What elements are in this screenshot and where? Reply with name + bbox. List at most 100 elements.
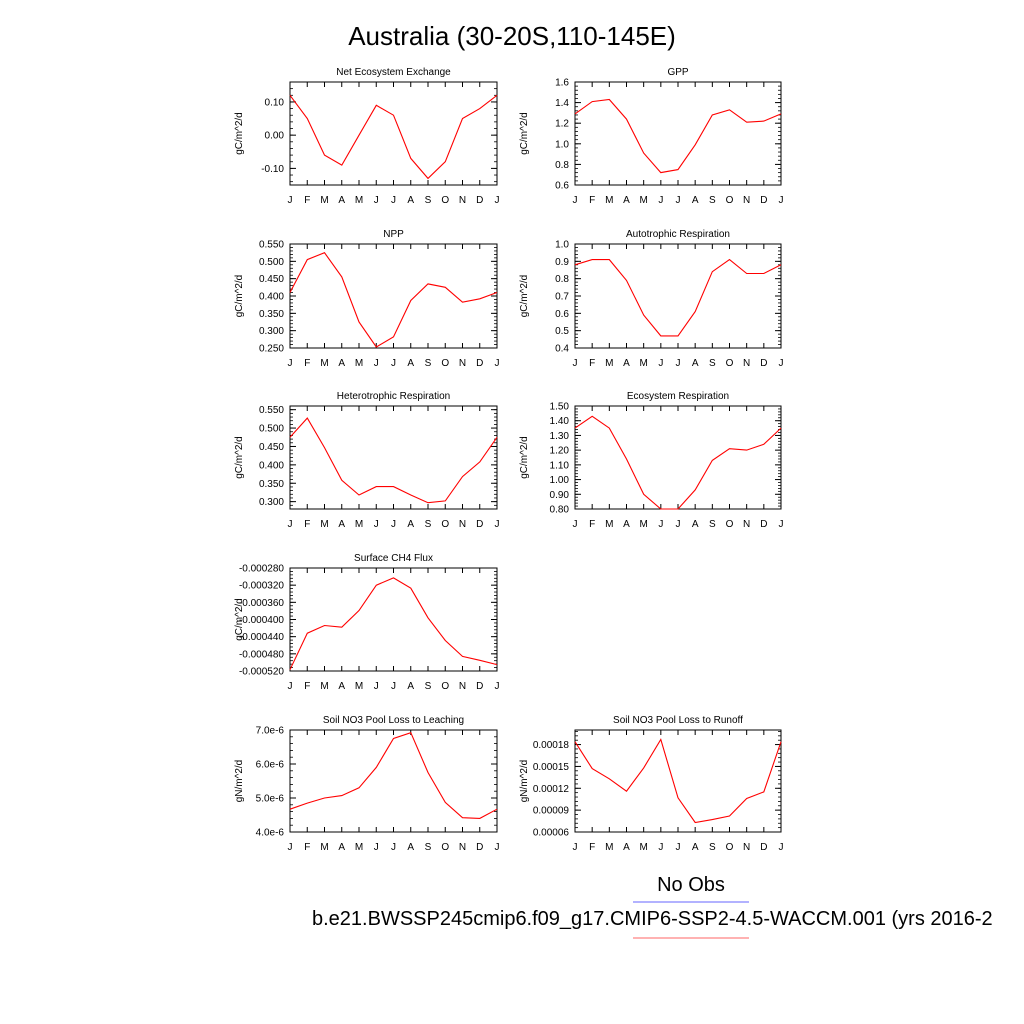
y-tick-label: 0.400 [259, 460, 284, 471]
y-tick-label: 1.0 [555, 139, 569, 150]
y-tick-label: 6.0e-6 [256, 760, 285, 771]
y-tick-label: 0.5 [555, 326, 569, 337]
x-tick-label: J [573, 519, 578, 530]
x-tick-label: S [425, 681, 432, 692]
x-tick-label: J [779, 842, 784, 853]
y-tick-label: -0.000360 [239, 598, 284, 609]
x-tick-label: A [623, 195, 630, 206]
y-tick-label: 1.4 [555, 98, 569, 109]
panel-title: Autotrophic Respiration [626, 229, 730, 240]
x-tick-label: D [476, 195, 483, 206]
series-line [574, 98, 782, 174]
x-tick-label: F [304, 519, 310, 530]
x-tick-label: O [726, 195, 734, 206]
x-tick-label: A [338, 358, 345, 369]
x-tick-label: S [709, 842, 716, 853]
x-tick-label: A [623, 842, 630, 853]
y-tick-label: 0.350 [259, 309, 284, 320]
plot-frame [289, 243, 498, 349]
x-tick-label: J [676, 842, 681, 853]
x-tick-label: J [658, 519, 663, 530]
x-tick-label: M [639, 842, 647, 853]
x-tick-label: F [304, 681, 310, 692]
x-tick-label: J [288, 195, 293, 206]
y-tick-label: -0.000400 [239, 615, 284, 626]
x-tick-label: M [605, 519, 613, 530]
x-tick-label: N [459, 195, 466, 206]
x-tick-label: O [441, 358, 449, 369]
x-tick-label: F [304, 195, 310, 206]
x-tick-label: S [709, 358, 716, 369]
x-tick-label: F [589, 842, 595, 853]
x-tick-label: M [605, 195, 613, 206]
y-tick-label: 0.80 [550, 505, 570, 516]
x-tick-label: N [743, 842, 750, 853]
plot-frame [289, 405, 498, 510]
y-tick-label: 0.9 [555, 257, 569, 268]
x-tick-label: A [692, 842, 699, 853]
y-tick-label: 0.7 [555, 292, 569, 303]
x-tick-label: J [658, 842, 663, 853]
y-tick-label: 1.20 [550, 446, 570, 457]
x-tick-label: M [320, 842, 328, 853]
y-tick-label: 0.450 [259, 274, 284, 285]
y-tick-label: -0.000520 [239, 667, 284, 678]
panel-title: Net Ecosystem Exchange [336, 67, 451, 78]
x-tick-label: D [476, 358, 483, 369]
x-tick-label: A [407, 519, 414, 530]
y-tick-label: -0.000480 [239, 649, 284, 660]
y-tick-label: 0.00009 [533, 806, 570, 817]
x-tick-label: O [726, 842, 734, 853]
y-tick-label: 0.300 [259, 497, 284, 508]
x-tick-label: J [779, 195, 784, 206]
y-tick-label: 0.90 [550, 490, 570, 501]
x-tick-label: M [355, 358, 363, 369]
x-tick-label: M [320, 195, 328, 206]
series-line [574, 415, 782, 510]
x-tick-label: J [374, 519, 379, 530]
y-tick-label: 0.10 [265, 97, 285, 108]
x-tick-label: J [391, 358, 396, 369]
x-tick-label: O [726, 519, 734, 530]
y-tick-label: 0.00015 [533, 762, 570, 773]
x-tick-label: M [320, 681, 328, 692]
x-tick-label: J [658, 358, 663, 369]
legend-obs-label: No Obs [657, 874, 725, 896]
y-tick-label: 0.350 [259, 479, 284, 490]
panel-title: Soil NO3 Pool Loss to Runoff [613, 715, 743, 726]
x-tick-label: D [760, 358, 767, 369]
x-tick-label: S [425, 358, 432, 369]
y-tick-label: -0.000320 [239, 581, 284, 592]
x-tick-label: J [658, 195, 663, 206]
panel-title: Heterotrophic Respiration [337, 391, 450, 402]
y-tick-label: 0.6 [555, 181, 569, 192]
y-axis-label: gC/m^2/d [234, 112, 245, 155]
x-tick-label: J [288, 681, 293, 692]
series-line [289, 94, 498, 180]
x-tick-label: M [355, 842, 363, 853]
x-tick-label: N [459, 358, 466, 369]
y-tick-label: 0.4 [555, 344, 569, 355]
x-tick-label: A [338, 681, 345, 692]
x-tick-label: J [288, 842, 293, 853]
y-tick-label: 1.50 [550, 402, 570, 413]
y-tick-label: 0.550 [259, 405, 284, 416]
y-axis-label: gC/m^2/d [519, 275, 530, 318]
x-tick-label: A [407, 358, 414, 369]
y-axis-label: gN/m^2/d [519, 760, 530, 803]
x-tick-label: A [623, 519, 630, 530]
x-tick-label: M [355, 519, 363, 530]
series-line [289, 732, 498, 819]
x-tick-label: J [374, 681, 379, 692]
x-tick-label: J [495, 842, 500, 853]
x-tick-label: M [320, 358, 328, 369]
panel-title: NPP [383, 229, 404, 240]
x-tick-label: N [459, 681, 466, 692]
